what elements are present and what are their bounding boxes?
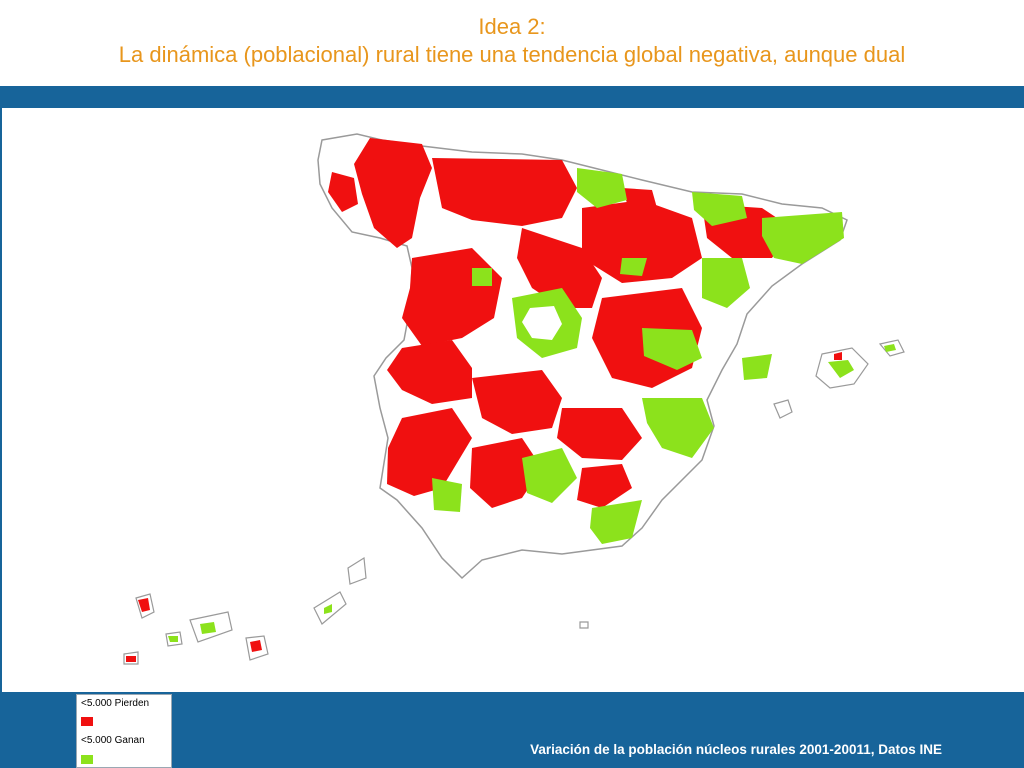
title-line-2: La dinámica (poblacional) rural tiene un… [118, 42, 906, 67]
madrid-area [522, 306, 562, 340]
map-area [0, 108, 1024, 692]
slide-title: Idea 2: La dinámica (poblacional) rural … [0, 0, 1024, 86]
top-band [0, 86, 1024, 108]
canary-islands [123, 556, 589, 665]
map-caption: Variación de la población núcleos rurale… [530, 742, 942, 757]
legend-label-gain: <5.000 Ganan [81, 735, 145, 746]
legend-swatch-loss [81, 717, 93, 726]
title-line-1: Idea 2: [478, 14, 546, 39]
balearic-islands [773, 339, 905, 419]
loss-regions [328, 138, 792, 508]
gain-regions [432, 168, 844, 544]
legend-swatch-gain [81, 755, 93, 764]
spain-map [123, 133, 905, 665]
map-legend: <5.000 Pierden <5.000 Ganan [76, 694, 172, 768]
legend-label-loss: <5.000 Pierden [81, 698, 150, 709]
